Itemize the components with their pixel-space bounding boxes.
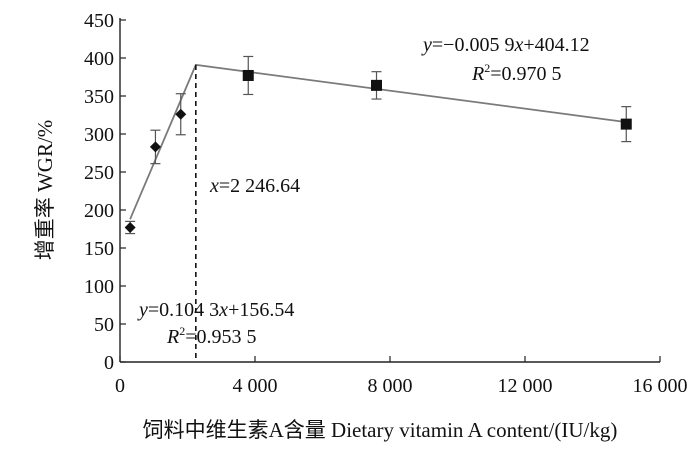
- data-point: [149, 129, 161, 165]
- equation-right: y=−0.005 9x+404.12: [421, 34, 590, 56]
- y-tick-label: 150: [84, 238, 114, 260]
- data-points: [124, 55, 632, 235]
- y-axis-title: 增重率 WGR/%: [33, 120, 57, 261]
- diamond-marker: [175, 108, 187, 120]
- y-tick-label: 300: [84, 124, 114, 146]
- square-marker: [371, 79, 382, 91]
- y-axis-ticks: 0 50 100 150 200 250 300 350 400 450: [84, 10, 126, 374]
- data-point: [620, 106, 632, 143]
- x-tick-label: 8 000: [368, 375, 413, 397]
- x-axis-title: 饲料中维生素A含量 Dietary vitamin A content/(IU/…: [143, 418, 618, 442]
- data-point: [175, 93, 187, 136]
- data-point: [242, 55, 254, 96]
- r-squared-right: R2=0.970 5: [471, 61, 562, 85]
- x-tick-label: 12 000: [498, 375, 553, 397]
- x-axis-ticks: 0 4 000 8 000 12 000 16 000: [115, 356, 688, 397]
- r-squared-left: R2=0.953 5: [166, 324, 257, 348]
- y-tick-label: 100: [84, 276, 114, 298]
- y-tick-label: 400: [84, 48, 114, 70]
- x-tick-label: 4 000: [233, 375, 278, 397]
- y-tick-label: 350: [84, 86, 114, 108]
- regression-line: [129, 63, 627, 220]
- y-tick-label: 250: [84, 162, 114, 184]
- square-marker: [620, 118, 632, 130]
- square-marker: [242, 69, 254, 81]
- y-tick-label: 200: [84, 200, 114, 222]
- breakpoint-label: x=2 246.64: [209, 175, 300, 197]
- y-tick-label: 50: [94, 314, 114, 336]
- x-tick-label: 0: [115, 375, 125, 397]
- y-tick-label: 0: [104, 352, 114, 374]
- data-point: [124, 220, 136, 235]
- diamond-marker: [124, 221, 136, 233]
- y-tick-label: 450: [84, 10, 114, 32]
- x-tick-label: 16 000: [633, 375, 688, 397]
- data-point: [371, 71, 382, 100]
- equation-left: y=0.104 3x+156.54: [137, 299, 294, 321]
- diamond-marker: [149, 141, 161, 153]
